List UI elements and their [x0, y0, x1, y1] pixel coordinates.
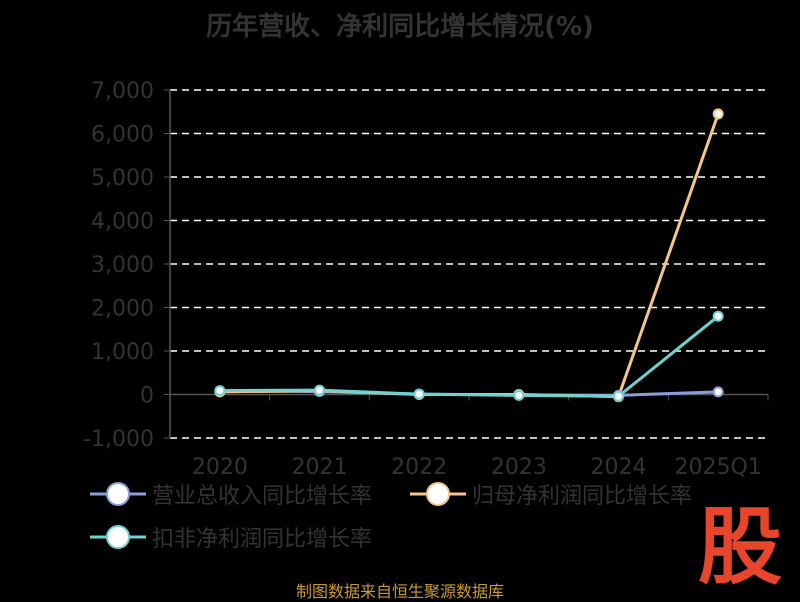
y-tick-label: 3,000	[91, 253, 154, 278]
x-tick-label: 2021	[292, 455, 348, 480]
data-point	[712, 386, 724, 398]
x-tick-label: 2022	[391, 455, 447, 480]
series-line-2	[219, 315, 720, 398]
y-tick-label: 4,000	[91, 210, 154, 235]
y-tick-label: 1,000	[91, 340, 154, 365]
legend-marker-net-profit-icon	[410, 482, 466, 506]
x-tick-labels: 2020 2021 2022 2023 2024 2025Q1	[192, 455, 762, 480]
legend-item-deducted-profit[interactable]: 扣非净利润同比增长率	[90, 521, 372, 553]
data-point	[413, 388, 425, 400]
chart-title: 历年营收、净利同比增长情况(%)	[206, 12, 594, 42]
y-tick-labels: -1,000 0 1,000 2,000 3,000 4,000 5,000 6,000 7,0…	[83, 79, 154, 452]
legend-label-deducted-profit: 扣非净利润同比增长率	[152, 527, 373, 552]
x-tick-label: 2020	[192, 455, 248, 480]
series-line-1	[219, 113, 720, 399]
y-tick-label: 5,000	[91, 166, 154, 191]
y-tick-label: 6,000	[91, 123, 154, 148]
brand-glyph: 股	[698, 498, 782, 590]
y-tick-label: 7,000	[91, 79, 154, 104]
legend-label-revenue: 营业总收入同比增长率	[152, 484, 373, 509]
x-tick-label: 2024	[591, 455, 647, 480]
y-tick-label: 0	[140, 384, 154, 409]
y-tick-label: 2,000	[91, 297, 154, 322]
grid-lines	[170, 89, 768, 439]
legend-item-net-profit[interactable]: 归母净利润同比增长率	[410, 478, 692, 510]
legend-label-net-profit: 归母净利润同比增长率	[472, 484, 693, 509]
data-point	[314, 384, 325, 396]
legend-marker-revenue-icon	[90, 482, 146, 506]
brand-logo: 股	[698, 498, 782, 590]
x-tick-label: 2025Q1	[675, 455, 762, 480]
data-point	[712, 310, 724, 322]
legend-marker-deducted-profit-icon	[90, 525, 146, 549]
line-chart: -1,000 0 1,000 2,000 3,000 4,000 5,000 6,000 7,0…	[83, 79, 769, 480]
x-tick-label: 2023	[491, 455, 547, 480]
y-tick-label: -1,000	[83, 427, 154, 452]
data-source-note: 制图数据来自恒生聚源数据库	[295, 582, 504, 601]
data-point	[712, 108, 724, 120]
data-point	[513, 389, 525, 401]
data-point	[613, 390, 624, 402]
legend-item-revenue[interactable]: 营业总收入同比增长率	[90, 478, 372, 510]
series-lines	[214, 108, 724, 403]
data-point	[214, 385, 226, 397]
